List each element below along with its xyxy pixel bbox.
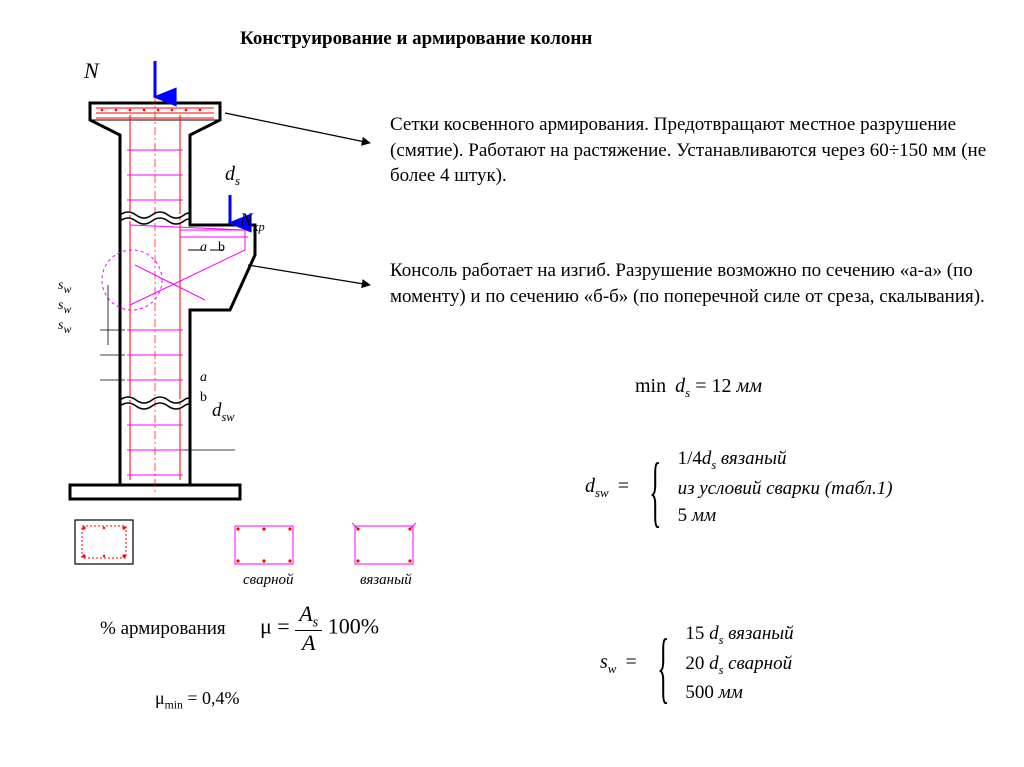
label-b-top: b xyxy=(218,240,225,256)
label-a-bot: а xyxy=(200,370,207,386)
label-sw3: sw xyxy=(58,318,71,336)
formula-mu: μ = As A 100% xyxy=(260,602,379,654)
page-title: Конструирование и армирование колонн xyxy=(240,28,592,50)
formula-sw: sw = { 15 ds вязаный 20 ds сварной 500 м… xyxy=(600,620,794,707)
formula-dsw: dsw = { 1/4ds вязаный из условий сварки … xyxy=(585,445,893,530)
label-vyazany: вязаный xyxy=(360,572,412,589)
label-sw1: sw xyxy=(58,278,71,296)
label-a-top: а xyxy=(200,240,207,256)
label-ds: ds xyxy=(225,163,240,189)
formula-mu-min: μmin = 0,4% xyxy=(155,688,240,712)
label-percent-arm: % армирования xyxy=(100,618,226,640)
label-N: N xyxy=(84,58,99,84)
label-b-bot: b xyxy=(200,390,207,406)
formula-min-ds: min ds = 12 мм xyxy=(635,375,762,401)
label-Nkr: Nкр xyxy=(240,210,265,235)
label-dsw: dsw xyxy=(212,400,235,425)
column-elevation-diagram xyxy=(30,55,380,525)
text-corbel: Консоль работает на изгиб. Разрушение во… xyxy=(390,258,1020,309)
label-sw2: sw xyxy=(58,298,71,316)
label-svarnoy: сварной xyxy=(243,572,294,589)
text-mesh-reinforcement: Сетки косвенного армирования. Предотвращ… xyxy=(390,112,1000,189)
